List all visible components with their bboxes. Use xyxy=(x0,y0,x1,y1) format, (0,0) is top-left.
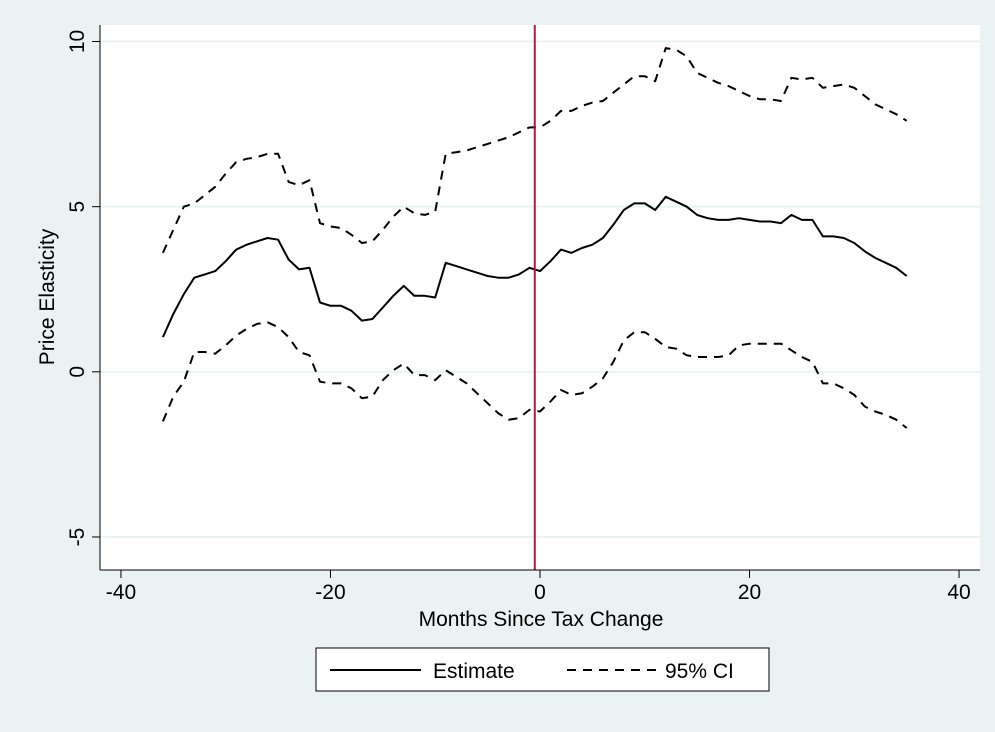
y-axis-ticks: -5 0 5 10 xyxy=(66,30,100,546)
x-tick-label: 40 xyxy=(947,581,970,604)
legend: Estimate 95% CI xyxy=(315,647,770,692)
x-axis-label: Months Since Tax Change xyxy=(419,608,664,631)
y-tick-label: -5 xyxy=(66,528,89,547)
x-tick-label: -40 xyxy=(106,581,136,604)
x-axis-ticks: -40 -20 0 20 40 xyxy=(106,570,971,604)
y-tick-label: 5 xyxy=(66,201,89,213)
legend-label-estimate: Estimate xyxy=(433,660,515,683)
x-tick-label: -20 xyxy=(315,581,345,604)
x-tick-label: 20 xyxy=(738,581,761,604)
grid-lines xyxy=(100,40,980,538)
y-tick-label: 0 xyxy=(66,366,89,378)
legend-label-ci: 95% CI xyxy=(665,660,734,683)
ci-lower-line xyxy=(161,321,908,429)
x-tick-label: 0 xyxy=(534,581,546,604)
y-tick-label: 10 xyxy=(66,30,89,53)
y-axis-label: Price Elasticity xyxy=(36,228,59,365)
plot-area xyxy=(100,25,980,570)
